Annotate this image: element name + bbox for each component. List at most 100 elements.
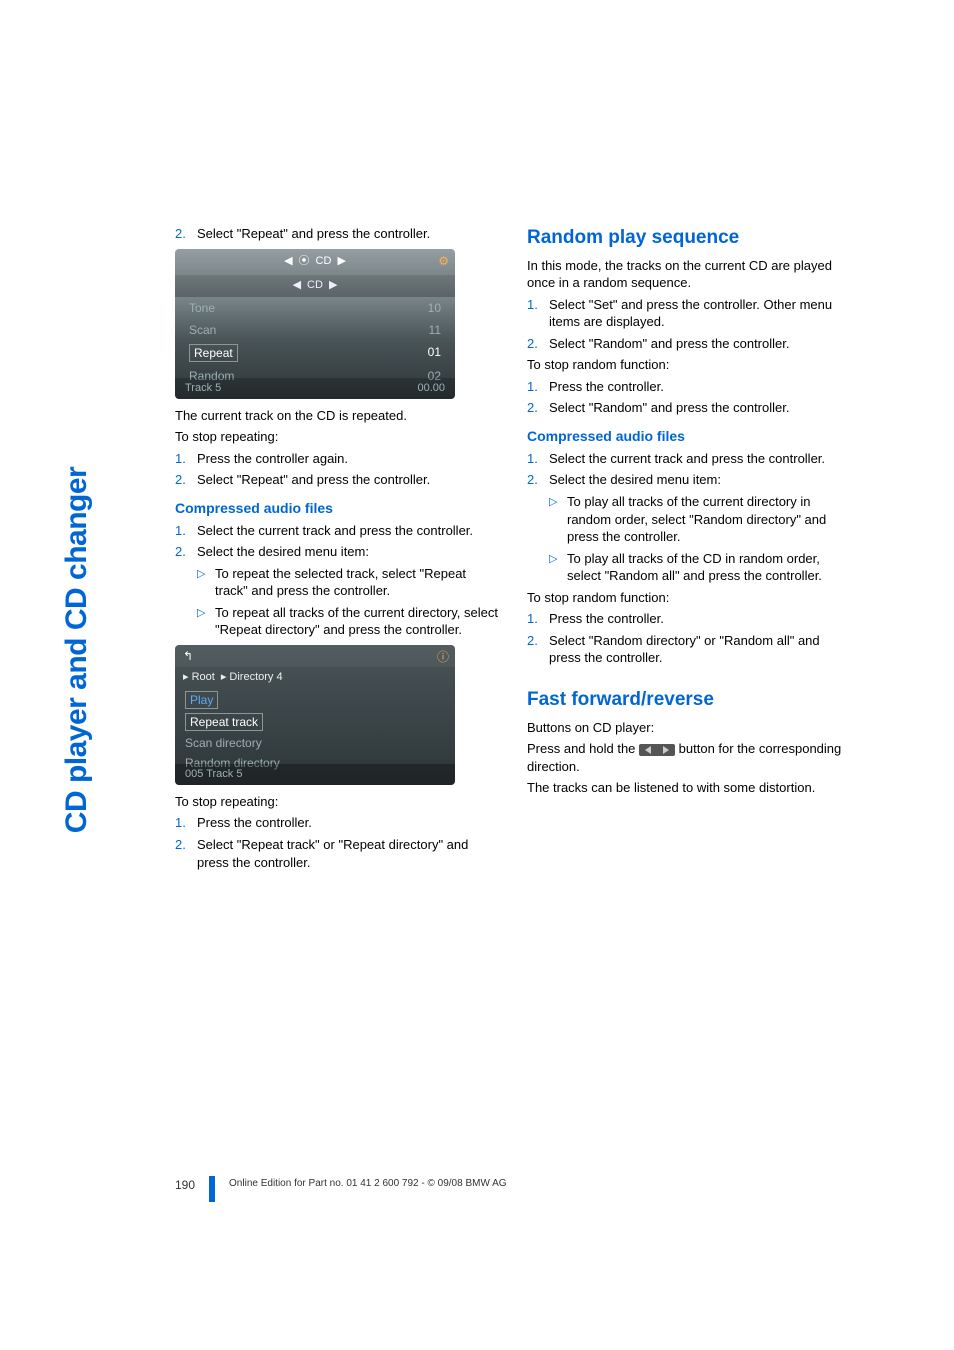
bullet-text: To repeat all tracks of the current dire… — [215, 605, 498, 638]
crumb-root: ▸ Root — [183, 670, 215, 685]
sub-cd-label: CD — [307, 278, 323, 293]
bullet-list: ▷To play all tracks of the current direc… — [527, 493, 851, 585]
page-number: 190 — [175, 1178, 195, 1192]
step-number: 2. — [527, 471, 538, 489]
step-text: Press the controller. — [549, 379, 664, 394]
step-list: 1. Select the current track and press the… — [527, 450, 851, 489]
step-text: Select the current track and press the c… — [549, 451, 825, 466]
row-label: Tone — [189, 300, 215, 316]
body-text: The tracks can be listened to with some … — [527, 779, 851, 797]
list-item: 1. Select the current track and press the… — [527, 450, 851, 468]
body-text: In this mode, the tracks on the current … — [527, 257, 851, 292]
step-number: 2. — [527, 399, 538, 417]
step-number: 2. — [175, 471, 186, 489]
main-content: 2. Select "Repeat" and press the controll… — [175, 225, 874, 875]
list-item: 2. Select "Repeat track" or "Repeat direc… — [175, 836, 499, 871]
accent-bar — [209, 1176, 215, 1202]
bullet-text: To repeat the selected track, select "Re… — [215, 566, 466, 599]
menu-row-repeat: Repeat 01 — [175, 341, 455, 365]
step-number: 2. — [527, 335, 538, 353]
menu-row-play: Play — [175, 689, 455, 711]
ss1-footer: Track 5 00.00 — [175, 378, 455, 399]
list-item: 1.Select the current track and press the… — [175, 522, 499, 540]
step-text: Select "Repeat" and press the controller… — [197, 472, 430, 487]
menu-row-scan-dir: Scan directory — [175, 733, 455, 753]
step-text: Select "Random" and press the controller… — [549, 336, 789, 351]
heading-random-play: Random play sequence — [527, 225, 851, 251]
step-list: 1. Press the controller. 2. Select "Random… — [527, 378, 851, 417]
triangle-icon: ▷ — [197, 567, 205, 582]
breadcrumb: ▸ Root ▸ Directory 4 — [175, 667, 455, 689]
arrow-right-icon: ▶ — [337, 254, 345, 269]
footer-time: 00.00 — [417, 381, 445, 396]
step-text: Select "Random" and press the controller… — [549, 400, 789, 415]
list-item: ▷ To repeat all tracks of the current dir… — [175, 604, 499, 639]
back-icon: ↰ — [183, 648, 193, 664]
right-column: Random play sequence In this mode, the t… — [527, 225, 851, 875]
seek-button-icon — [639, 744, 675, 756]
row-value: 11 — [429, 322, 441, 338]
ss1-header: ◀ ⦿ CD ▶ — [175, 249, 455, 275]
step-text: Select "Random directory" or "Random all… — [549, 633, 820, 666]
step-number: 1. — [175, 450, 186, 468]
step-list: 1.Select "Set" and press the controller.… — [527, 296, 851, 353]
row-label: Repeat track — [185, 713, 263, 731]
ss2-header: ↰ — [175, 645, 455, 667]
row-label: Repeat — [189, 344, 238, 362]
info-icon: ⓘ — [437, 649, 449, 665]
arrow-left-icon: ◀ — [293, 278, 301, 293]
row-label: Play — [185, 691, 218, 709]
list-item: 2. Select "Random" and press the controll… — [527, 335, 851, 353]
crumb-directory: ▸ Directory 4 — [221, 670, 283, 685]
step-list: 1.Select the current track and press the… — [175, 522, 499, 561]
cd-menu-screenshot: ⚙ ◀ ⦿ CD ▶ ◀ CD ▶ Tone 10 Scan 11 Repeat 01… — [175, 249, 455, 399]
body-text: Buttons on CD player: — [527, 719, 851, 737]
step-text: Select "Repeat track" or "Repeat directo… — [197, 837, 468, 870]
list-item: 2. Select "Repeat" and press the controll… — [175, 225, 499, 243]
step-text: Select "Repeat" and press the controller… — [197, 226, 430, 241]
step-text: Select the desired menu item: — [549, 472, 721, 487]
step-number: 2. — [175, 543, 186, 561]
menu-row-tone: Tone 10 — [175, 297, 455, 319]
bullet-text: To play all tracks of the CD in random o… — [567, 551, 822, 584]
row-label: Scan — [189, 322, 216, 338]
arrow-right-icon: ▶ — [329, 278, 337, 293]
header-cd-label: CD — [316, 254, 332, 269]
heading-compressed-audio: Compressed audio files — [175, 499, 499, 518]
step-text: Select "Set" and press the controller. O… — [549, 297, 832, 330]
step-list: 1.Press the controller. 2.Select "Repeat… — [175, 814, 499, 871]
body-text: To stop random function: — [527, 589, 851, 607]
triangle-icon: ▷ — [197, 606, 205, 621]
disc-icon: ⦿ — [299, 254, 310, 269]
step-number: 2. — [527, 632, 538, 650]
row-value: 10 — [428, 300, 441, 316]
list-item: 2. Select "Repeat" and press the controll… — [175, 471, 499, 489]
step-number: 1. — [527, 378, 538, 396]
footer-track: 005 Track 5 — [185, 768, 242, 780]
list-item: 1. Press the controller. — [527, 378, 851, 396]
arrow-left-icon: ◀ — [284, 254, 292, 269]
step-text: Select the desired menu item: — [197, 544, 369, 559]
ss2-footer: 005 Track 5 — [175, 764, 455, 785]
list-item: 1. Press the controller again. — [175, 450, 499, 468]
gear-icon: ⚙ — [438, 253, 449, 269]
directory-menu-screenshot: ⓘ ↰ ▸ Root ▸ Directory 4 Play Repeat tra… — [175, 645, 455, 785]
step-list: 1.Press the controller. 2.Select "Random… — [527, 610, 851, 667]
step-number: 2. — [175, 225, 186, 243]
step-text: Press the controller again. — [197, 451, 348, 466]
row-label: Scan directory — [185, 736, 262, 750]
menu-row-scan: Scan 11 — [175, 319, 455, 341]
list-item: 2. Select "Random" and press the controll… — [527, 399, 851, 417]
body-text: To stop repeating: — [175, 793, 499, 811]
step-number: 1. — [527, 450, 538, 468]
body-text: Press and hold the button for the corres… — [527, 740, 851, 775]
list-item: 2. Select "Random directory" or "Random a… — [527, 632, 851, 667]
row-value: 01 — [428, 344, 441, 362]
heading-fast-forward: Fast forward/reverse — [527, 687, 851, 713]
bullet-list: ▷ To repeat the selected track, select "R… — [175, 565, 499, 639]
left-column: 2. Select "Repeat" and press the controll… — [175, 225, 499, 875]
step-number: 2. — [175, 836, 186, 854]
list-item: ▷ To repeat the selected track, select "R… — [175, 565, 499, 600]
step-list: 1. Press the controller again. 2. Select "… — [175, 450, 499, 489]
footer-track: Track 5 — [185, 381, 221, 396]
